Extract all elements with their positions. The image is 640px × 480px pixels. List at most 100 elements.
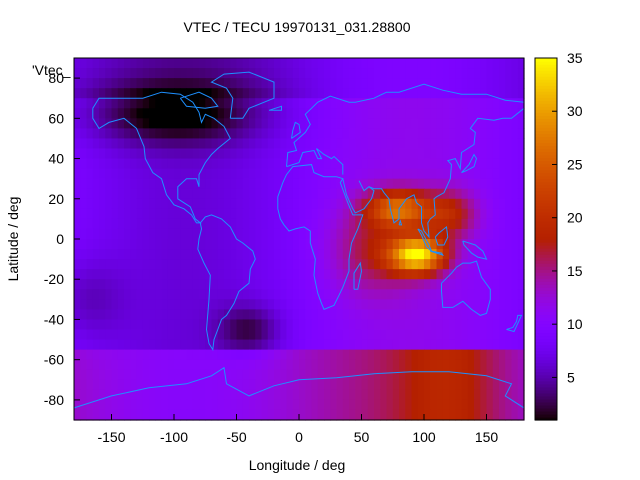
heatmap-cell bbox=[474, 168, 481, 180]
heatmap-cell bbox=[455, 389, 463, 401]
heatmap-cell bbox=[174, 168, 181, 180]
heatmap-cell bbox=[299, 259, 306, 270]
heatmap-cell bbox=[199, 68, 206, 79]
heatmap-cell bbox=[492, 78, 500, 89]
heatmap-cell bbox=[317, 369, 325, 381]
heatmap-cell bbox=[236, 339, 244, 351]
heatmap-cell bbox=[342, 58, 350, 69]
heatmap-cell bbox=[99, 349, 106, 361]
heatmap-cell bbox=[467, 168, 475, 180]
heatmap-cell bbox=[155, 339, 163, 351]
heatmap-cell bbox=[361, 359, 369, 371]
heatmap-cell bbox=[324, 389, 331, 401]
heatmap-cell bbox=[255, 198, 263, 210]
heatmap-cell bbox=[192, 309, 200, 321]
heatmap-cell bbox=[180, 269, 188, 280]
heatmap-cell bbox=[286, 78, 294, 89]
heatmap-cell bbox=[180, 319, 188, 331]
heatmap-cell bbox=[136, 279, 144, 290]
heatmap-cell bbox=[467, 108, 475, 119]
heatmap-cell bbox=[405, 289, 413, 300]
chart-title: VTEC / TECU 19970131_031.28800 bbox=[183, 19, 410, 35]
heatmap-cell bbox=[374, 208, 381, 220]
heatmap-cell bbox=[186, 218, 194, 230]
colorbar-segment bbox=[535, 88, 557, 92]
heatmap-cell bbox=[236, 158, 244, 170]
heatmap-cell bbox=[442, 158, 450, 170]
heatmap-cell bbox=[349, 369, 356, 381]
heatmap-cell bbox=[117, 128, 125, 140]
heatmap-cell bbox=[424, 259, 431, 270]
heatmap-cell bbox=[117, 58, 125, 69]
heatmap-cell bbox=[405, 88, 413, 99]
heatmap-cell bbox=[117, 88, 125, 99]
heatmap-cell bbox=[117, 369, 125, 381]
heatmap-cell bbox=[211, 289, 219, 300]
heatmap-cell bbox=[74, 249, 81, 260]
heatmap-cell bbox=[192, 299, 200, 310]
coastline-path bbox=[462, 240, 488, 260]
colorbar-segment bbox=[535, 263, 557, 267]
heatmap-cell bbox=[336, 68, 344, 79]
heatmap-cell bbox=[405, 208, 413, 220]
heatmap-cell bbox=[411, 269, 419, 280]
heatmap-cell bbox=[161, 148, 169, 160]
heatmap-cell bbox=[136, 269, 144, 280]
heatmap-cell bbox=[105, 249, 113, 260]
heatmap-cell bbox=[74, 158, 81, 170]
heatmap-cell bbox=[236, 299, 244, 310]
heatmap-cell bbox=[92, 269, 100, 280]
heatmap-cell bbox=[117, 279, 125, 290]
heatmap-cell bbox=[317, 208, 325, 220]
heatmap-cell bbox=[355, 329, 363, 341]
heatmap-cell bbox=[99, 58, 106, 69]
colorbar-segment bbox=[535, 275, 557, 279]
heatmap-cell bbox=[174, 158, 181, 170]
heatmap-cell bbox=[424, 289, 431, 300]
heatmap-cell bbox=[255, 259, 263, 270]
colorbar-segment bbox=[535, 383, 557, 388]
heatmap-cell bbox=[224, 339, 231, 351]
heatmap-cell bbox=[430, 289, 438, 300]
heatmap-cell bbox=[261, 98, 269, 109]
heatmap-cell bbox=[480, 228, 488, 240]
heatmap-cell bbox=[449, 198, 456, 210]
heatmap-cell bbox=[261, 58, 269, 69]
heatmap-cell bbox=[86, 78, 94, 89]
heatmap-cell bbox=[517, 399, 525, 411]
heatmap-cell bbox=[424, 68, 431, 79]
colorbar-segment bbox=[535, 145, 557, 150]
heatmap-cell bbox=[267, 319, 275, 331]
heatmap-cell bbox=[242, 299, 250, 310]
heatmap-cell bbox=[461, 158, 469, 170]
heatmap-cell bbox=[486, 379, 494, 391]
heatmap-cell bbox=[461, 269, 469, 280]
heatmap-cell bbox=[224, 178, 231, 190]
heatmap-cell bbox=[367, 289, 375, 300]
heatmap-cell bbox=[111, 108, 119, 119]
heatmap-cell bbox=[186, 108, 194, 119]
heatmap-cell bbox=[436, 359, 444, 371]
colorbar-segment bbox=[535, 223, 557, 228]
heatmap-cell bbox=[299, 88, 306, 99]
heatmap-cell bbox=[305, 319, 313, 331]
heatmap-cell bbox=[292, 208, 300, 220]
heatmap-cell bbox=[349, 178, 356, 190]
heatmap-cell bbox=[292, 299, 300, 310]
heatmap-cell bbox=[430, 369, 438, 381]
colorbar-segment bbox=[535, 389, 557, 394]
heatmap-cell bbox=[311, 148, 319, 160]
heatmap-cell bbox=[330, 218, 338, 230]
heatmap-cell bbox=[80, 339, 88, 351]
heatmap-cell bbox=[224, 399, 231, 411]
heatmap-cell bbox=[155, 178, 163, 190]
heatmap-cell bbox=[224, 379, 231, 391]
y-tick-label: -80 bbox=[44, 392, 64, 408]
colorbar-segment bbox=[535, 130, 557, 135]
heatmap-cell bbox=[111, 138, 119, 150]
heatmap-cell bbox=[99, 249, 106, 260]
heatmap-cell bbox=[217, 399, 225, 411]
heatmap-cell bbox=[267, 259, 275, 270]
heatmap-cell bbox=[361, 128, 369, 140]
heatmap-cell bbox=[386, 369, 394, 381]
